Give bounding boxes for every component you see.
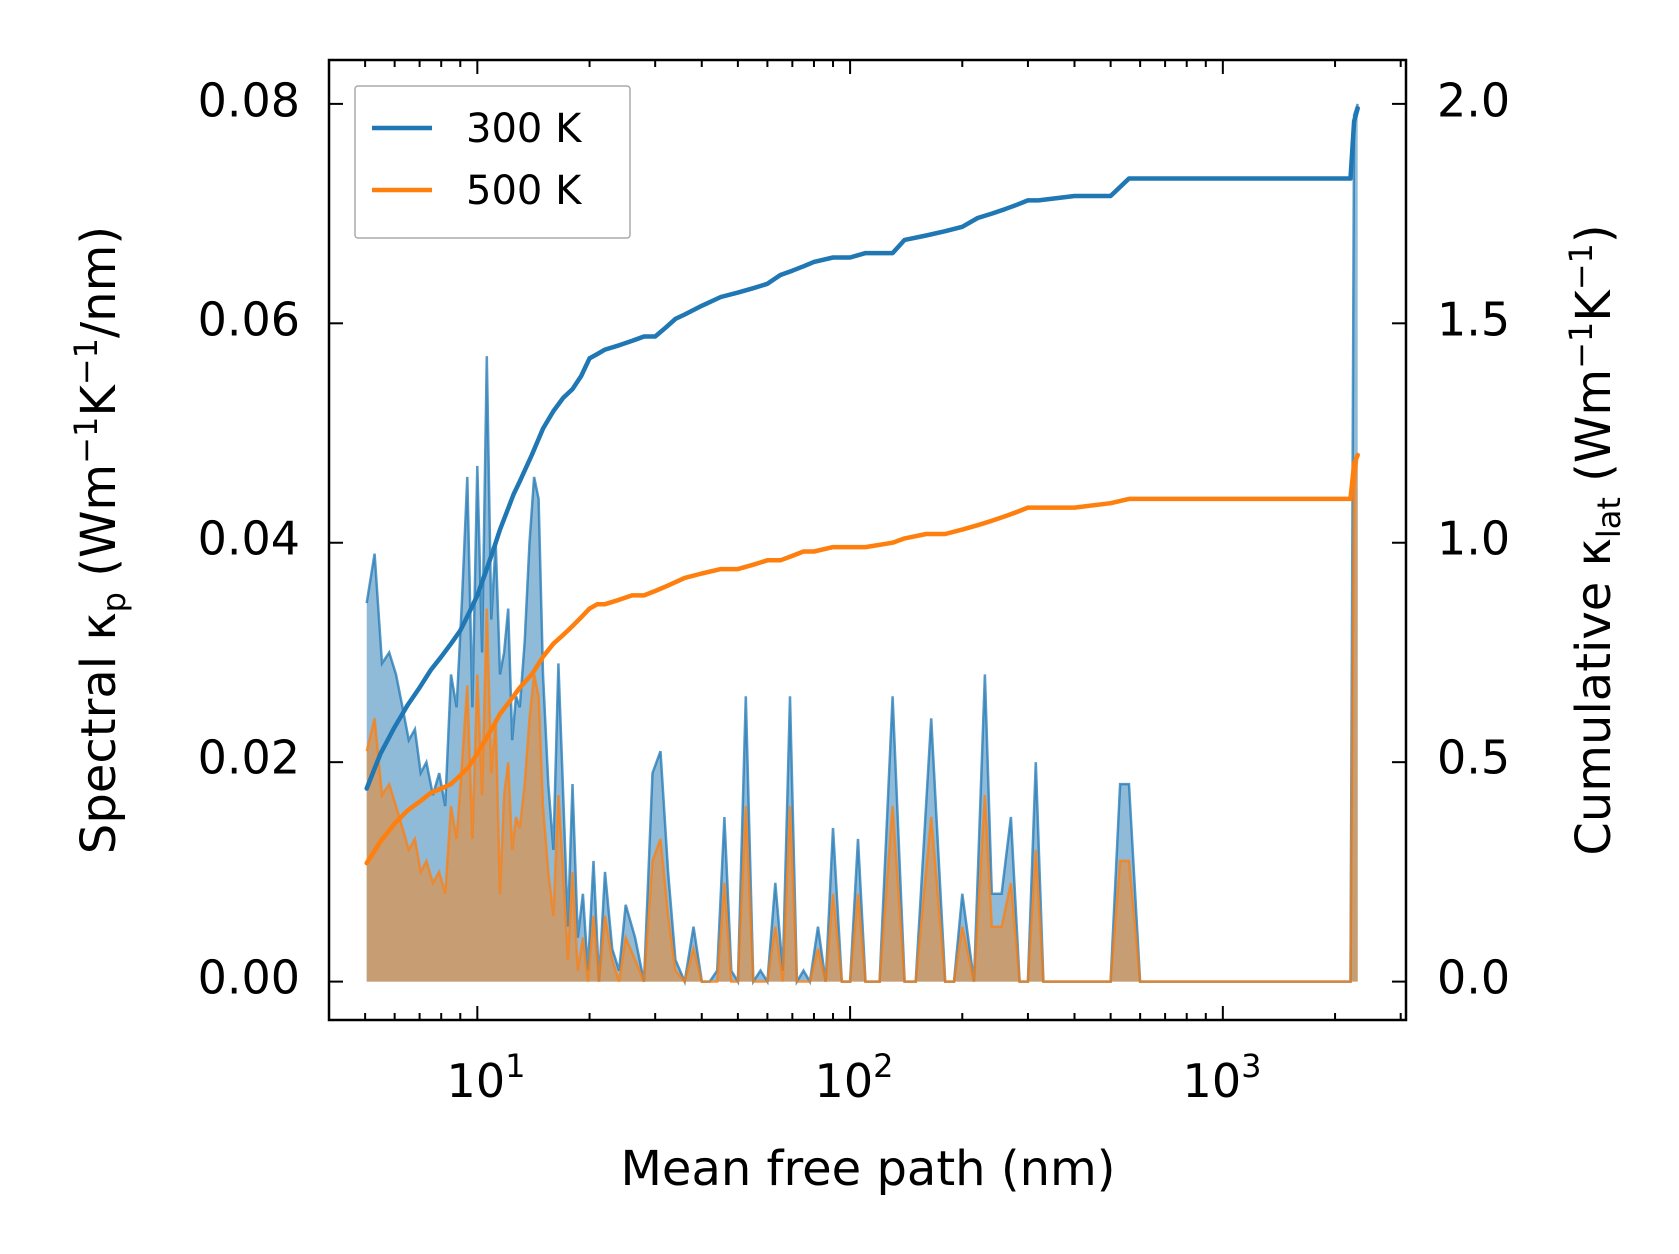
left-y-axis-title: Spectral κp (Wm−1K−1/nm): [67, 226, 133, 854]
cumulative-line-300k: [364, 106, 1360, 791]
spectral-line-300k: [365, 103, 1359, 987]
axes-frame: [327, 58, 1408, 1022]
spectral-fills: [366, 103, 1358, 982]
cumulative-line-500k: [364, 452, 1360, 866]
y2-tick-label-2: 1.0: [1437, 512, 1510, 566]
y2-tick-label-4: 2.0: [1437, 74, 1510, 128]
y-tick-label-3: 0.06: [198, 293, 300, 347]
axis-ticks: [328, 60, 1406, 1020]
y2-tick-label-1: 0.5: [1437, 731, 1510, 785]
legend-label-300k: 300 K: [466, 106, 583, 152]
x-tick-label-1000: 103: [1183, 1047, 1262, 1108]
cumulative-lines: [364, 106, 1360, 866]
right-y-axis-title: Cumulative κlat (Wm−1K−1): [1562, 224, 1628, 855]
x-tick-label-10: 101: [447, 1047, 526, 1108]
y2-tick-label-3: 1.5: [1437, 293, 1510, 347]
y-tick-label-0: 0.00: [198, 951, 300, 1005]
left-y-tick-labels: 0.00 0.02 0.04 0.06 0.08: [198, 74, 300, 1005]
legend-label-500k: 500 K: [466, 168, 583, 214]
y-tick-label-2: 0.04: [198, 512, 300, 566]
right-y-tick-labels: 0.0 0.5 1.0 1.5 2.0: [1437, 74, 1510, 1005]
x-tick-labels: 101 102 103: [447, 1047, 1262, 1108]
x-axis-title: Mean free path (nm): [621, 1141, 1116, 1197]
spectral-area-500k: [366, 455, 1358, 982]
y2-tick-label-0: 0.0: [1437, 951, 1510, 1005]
spectral-lines: [365, 103, 1359, 987]
x-tick-label-100: 102: [815, 1047, 894, 1108]
legend-box: [354, 85, 631, 239]
legend: 300 K 500 K: [354, 85, 631, 239]
spectral-line-500k: [365, 454, 1359, 985]
y-tick-label-4: 0.08: [198, 74, 300, 128]
y-tick-label-1: 0.02: [198, 731, 300, 785]
